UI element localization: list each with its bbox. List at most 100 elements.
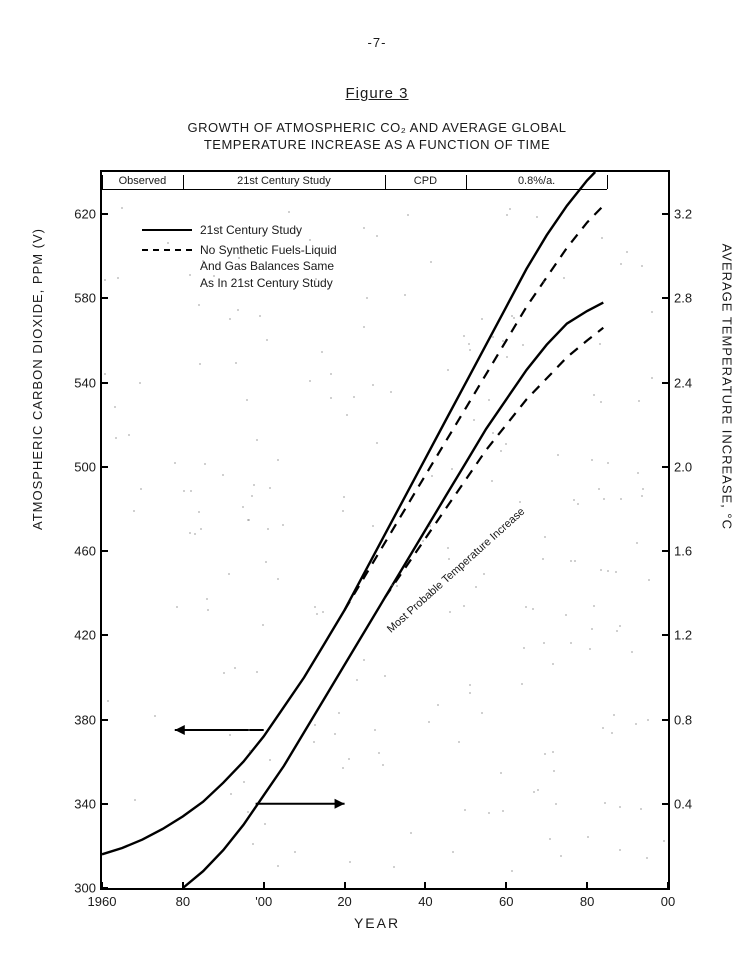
- noise-speckle: [269, 487, 271, 489]
- noise-speckle: [396, 585, 398, 587]
- noise-speckle: [140, 488, 142, 490]
- noise-speckle: [248, 519, 250, 521]
- y-left-tick-mark: [102, 634, 108, 636]
- noise-speckle: [563, 277, 565, 279]
- noise-speckle: [264, 823, 266, 825]
- top-region-label: 21st Century Study: [237, 175, 331, 187]
- noise-speckle: [593, 394, 595, 396]
- noise-speckle: [314, 606, 316, 608]
- noise-speckle: [390, 391, 392, 393]
- noise-speckle: [251, 495, 253, 497]
- y-left-tick-mark: [102, 550, 108, 552]
- noise-speckle: [338, 712, 340, 714]
- noise-speckle: [502, 810, 504, 812]
- noise-speckle: [544, 753, 546, 755]
- noise-speckle: [642, 488, 644, 490]
- noise-speckle: [591, 459, 593, 461]
- noise-speckle: [620, 263, 622, 265]
- y-right-tick-mark: [662, 382, 668, 384]
- noise-speckle: [464, 809, 466, 811]
- y-left-tick: 580: [74, 291, 102, 306]
- plot-area: 21st Century Study No Synthetic Fuels-Li…: [100, 170, 670, 890]
- top-region-arrow: [466, 189, 608, 190]
- noise-speckle: [309, 380, 311, 382]
- indicator-arrow: [175, 725, 264, 735]
- noise-speckle: [549, 838, 551, 840]
- noise-speckle: [463, 605, 465, 607]
- y-left-axis-label: ATMOSPHERIC CARBON DIOXIDE, PPM (V): [30, 228, 45, 530]
- noise-speckle: [247, 811, 249, 813]
- noise-speckle: [553, 770, 555, 772]
- noise-speckle: [294, 851, 296, 853]
- noise-speckle: [256, 671, 258, 673]
- noise-speckle: [626, 251, 628, 253]
- noise-speckle: [246, 399, 248, 401]
- noise-speckle: [167, 242, 169, 244]
- noise-speckle: [589, 648, 591, 650]
- noise-speckle: [376, 442, 378, 444]
- noise-speckle: [229, 734, 231, 736]
- noise-speckle: [543, 281, 545, 283]
- noise-speckle: [190, 490, 192, 492]
- noise-speckle: [615, 571, 617, 573]
- noise-speckle: [204, 463, 206, 465]
- noise-speckle: [330, 373, 332, 375]
- noise-speckle: [542, 558, 544, 560]
- x-tick-mark: [667, 882, 669, 888]
- noise-speckle: [330, 397, 332, 399]
- noise-speckle: [198, 304, 200, 306]
- noise-speckle: [505, 443, 507, 445]
- y-left-tick-mark: [102, 466, 108, 468]
- noise-speckle: [322, 611, 324, 613]
- noise-speckle: [603, 498, 605, 500]
- noise-speckle: [447, 369, 449, 371]
- y-left-tick-mark: [102, 213, 108, 215]
- noise-speckle: [363, 227, 365, 229]
- noise-speckle: [635, 723, 637, 725]
- top-region-divider: [102, 175, 103, 189]
- x-tick-mark: [263, 882, 265, 888]
- noise-speckle: [536, 216, 538, 218]
- noise-speckle: [437, 704, 439, 706]
- y-right-tick-mark: [662, 803, 668, 805]
- x-tick: 00: [661, 888, 675, 909]
- noise-speckle: [313, 741, 315, 743]
- top-region-label: Observed: [119, 175, 167, 187]
- noise-speckle: [269, 759, 271, 761]
- noise-speckle: [488, 812, 490, 814]
- noise-speckle: [458, 741, 460, 743]
- noise-speckle: [469, 349, 471, 351]
- noise-speckle: [235, 362, 237, 364]
- x-tick-mark: [424, 882, 426, 888]
- noise-speckle: [611, 732, 613, 734]
- noise-speckle: [509, 208, 511, 210]
- top-region-arrow: [385, 189, 466, 190]
- top-region-divider: [466, 175, 467, 189]
- noise-speckle: [372, 525, 374, 527]
- noise-speckle: [121, 207, 123, 209]
- noise-speckle: [429, 525, 431, 527]
- noise-speckle: [537, 789, 539, 791]
- y-right-tick-mark: [662, 550, 668, 552]
- noise-speckle: [117, 277, 119, 279]
- x-tick-mark: [101, 882, 103, 888]
- noise-speckle: [560, 855, 562, 857]
- noise-speckle: [481, 712, 483, 714]
- noise-speckle: [587, 836, 589, 838]
- noise-speckle: [321, 351, 323, 353]
- y-right-tick-mark: [662, 634, 668, 636]
- noise-speckle: [128, 434, 130, 436]
- noise-speckle: [631, 651, 633, 653]
- series-temp_dashed: [385, 328, 603, 598]
- noise-speckle: [206, 598, 208, 600]
- noise-speckle: [265, 561, 267, 563]
- noise-speckle: [115, 437, 117, 439]
- noise-speckle: [616, 630, 618, 632]
- y-right-tick: 2.0: [668, 459, 692, 474]
- y-right-tick: 0.8: [668, 712, 692, 727]
- noise-speckle: [356, 679, 358, 681]
- y-right-tick-mark: [662, 213, 668, 215]
- noise-speckle: [511, 870, 513, 872]
- indicator-arrow: [256, 799, 345, 809]
- noise-speckle: [525, 606, 527, 608]
